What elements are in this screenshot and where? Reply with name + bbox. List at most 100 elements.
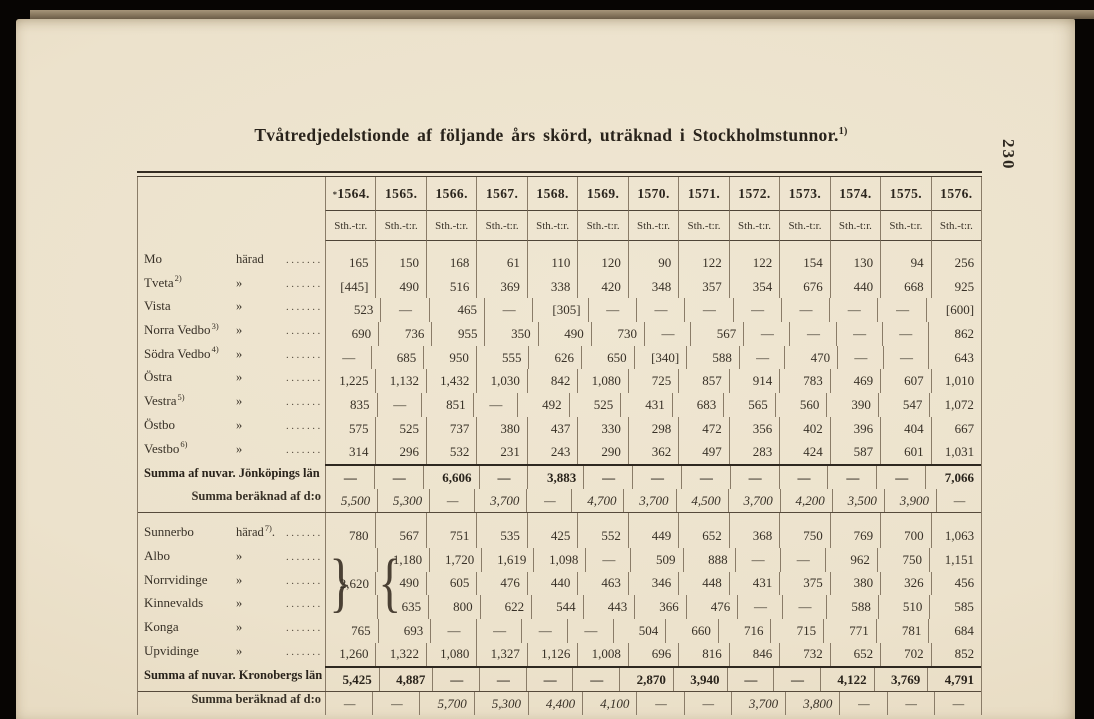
row-label: Kinnevalds ».............................…	[138, 595, 325, 619]
spacer-cell	[577, 241, 627, 251]
value-cell: 357	[678, 274, 728, 299]
value-cell: 1,080	[577, 369, 627, 394]
value-cell: 1,327	[476, 642, 526, 667]
value-cell: —	[636, 692, 683, 716]
value-cell: 425	[526, 524, 577, 548]
footnote-mark: 6)	[180, 440, 188, 450]
value-cell: —	[583, 466, 632, 490]
spacer-row	[138, 513, 981, 525]
spacer-cell	[779, 241, 829, 251]
value-cell: 4,200	[779, 489, 832, 513]
value-cell: —	[521, 618, 567, 643]
district-unit: »	[236, 417, 243, 432]
value-cell: 290	[577, 440, 627, 465]
value-cell: 448	[678, 571, 728, 596]
row-label: Tveta2) »................................…	[138, 275, 325, 299]
value-cell: —	[827, 466, 876, 490]
value-cell: 338	[526, 274, 577, 299]
value-cell: —	[483, 298, 532, 323]
value-cell: 375	[779, 571, 829, 596]
district-unit: »	[236, 323, 243, 338]
year-header: 1570.	[627, 177, 679, 211]
table-row: Konga »..................................…	[138, 618, 981, 643]
district-unit: »	[236, 299, 243, 314]
spacer-cell	[476, 241, 526, 251]
value-cell: 5,300	[473, 692, 528, 716]
value-cell: —	[479, 668, 526, 692]
spacer-cell	[325, 241, 375, 251]
value-cell: 390	[826, 393, 878, 417]
value-cell: 1,151	[928, 547, 981, 572]
leader-dots: ........................................	[286, 277, 323, 290]
value-cell: 716	[717, 618, 771, 643]
district-name: Kinnevalds	[144, 595, 204, 611]
value-cell: —	[789, 322, 835, 346]
value-cell: 525	[375, 416, 425, 441]
value-cell: 605	[425, 571, 476, 596]
value-cell: 490	[375, 571, 425, 596]
table-row: Sunnerbo härad7).........................…	[138, 524, 981, 548]
value-cell: 122	[728, 251, 779, 275]
value-cell: 4,791	[927, 668, 981, 692]
value-cell: —	[935, 489, 981, 513]
table-row: Albo »...................................…	[138, 547, 981, 572]
value-cell: 440	[526, 571, 577, 596]
table-body: Mo härad.................................…	[138, 241, 981, 716]
value-cell: 567	[375, 524, 425, 548]
value-cell: 751	[425, 524, 476, 548]
footnote-mark: 5)	[177, 393, 185, 402]
value-cell: 90	[627, 251, 678, 275]
row-label: Summa af nuvar. Kronobergs län	[138, 668, 325, 691]
table-row: Summa beräknad af d:o — —5,700 5,300 4,400 4,…	[138, 692, 981, 716]
spacer-cell	[375, 513, 425, 525]
value-cell: 544	[531, 595, 583, 619]
table-row: Kinnevalds ».............................…	[138, 595, 981, 619]
value-cell: 626	[528, 345, 581, 370]
value-cell: —	[839, 692, 886, 716]
value-cell: 449	[627, 524, 678, 548]
value-cell: 715	[770, 618, 823, 643]
year-header: 1572.	[728, 177, 780, 211]
value-cell: 296	[375, 440, 425, 465]
district-unit: »	[236, 394, 243, 409]
spacer-cell	[678, 513, 728, 525]
value-cell: 535	[476, 524, 526, 548]
value-cell: 750	[779, 524, 829, 548]
district-name: Vista	[144, 298, 171, 314]
value-cell: 420	[577, 274, 627, 299]
value-cell: 816	[678, 642, 728, 667]
value-cell: 456	[930, 571, 981, 596]
value-cell: 842	[526, 369, 577, 394]
value-cell: 1,010	[930, 369, 981, 394]
table-row: Mo härad.................................…	[138, 251, 981, 275]
unit-header: Sth.-t:r.	[375, 211, 426, 241]
value-cell: 523	[325, 298, 380, 323]
value-cell: 769	[829, 524, 880, 548]
district-name: Konga	[144, 618, 179, 634]
value-cell: 1,063	[930, 524, 981, 548]
leader-dots: ........................................	[286, 621, 323, 634]
table-header: * 1564. 1565. 1566. 1567. 1568. 1569. 1570. 1571…	[138, 177, 982, 241]
row-label: Vestbo6) »...............................…	[138, 441, 325, 465]
spacer-cell	[138, 241, 325, 251]
value-cell: 685	[370, 345, 424, 370]
district-unit: »	[236, 596, 243, 611]
value-cell: 783	[779, 369, 829, 394]
row-label: Mo härad.................................…	[138, 251, 325, 275]
corner-cell	[138, 211, 325, 241]
value-cell: 601	[880, 440, 930, 465]
value-cell: 950	[423, 345, 476, 370]
value-cell: —	[773, 668, 820, 692]
table-row: Vista »..................................…	[138, 298, 981, 323]
value-cell: 781	[875, 618, 929, 643]
year-header: * 1564.	[325, 177, 376, 211]
year-header: 1576.	[930, 177, 982, 211]
value-cell: —	[683, 692, 731, 716]
value-cell	[325, 571, 375, 596]
value-cell: 283	[728, 440, 779, 465]
value-cell: 504	[612, 618, 666, 643]
value-cell: 588	[826, 595, 878, 619]
year-header: 1575.	[880, 177, 931, 211]
spacer-cell	[728, 513, 779, 525]
unit-header: Sth.-t:r.	[930, 211, 982, 241]
